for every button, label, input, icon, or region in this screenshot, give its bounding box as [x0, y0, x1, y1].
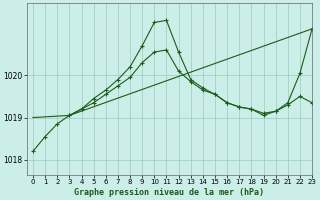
X-axis label: Graphe pression niveau de la mer (hPa): Graphe pression niveau de la mer (hPa) [75, 188, 265, 197]
